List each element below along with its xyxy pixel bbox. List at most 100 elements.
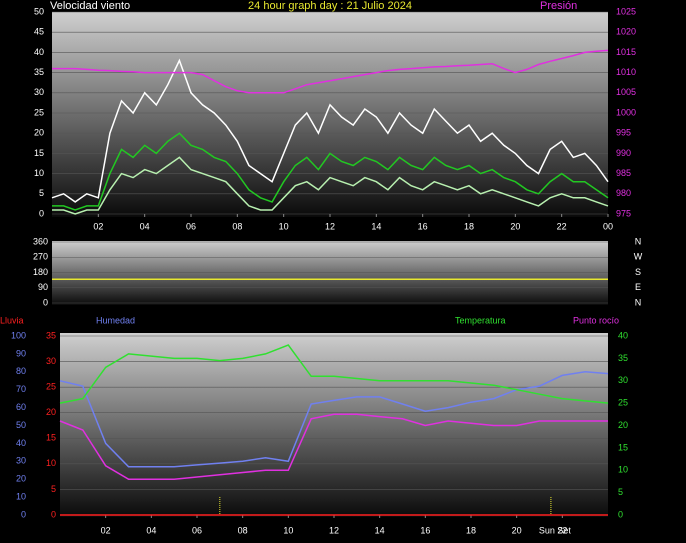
y3-tick-label: 70 bbox=[16, 384, 26, 394]
x-tick-label: 16 bbox=[420, 525, 430, 535]
y-tick-label: 20 bbox=[34, 128, 44, 138]
y-tick-label: 0 bbox=[39, 208, 44, 218]
y3-tick-label: 40 bbox=[16, 438, 26, 448]
series-line bbox=[59, 344, 609, 404]
x-tick-label: 14 bbox=[371, 221, 381, 231]
y-tick-label: 35 bbox=[46, 330, 56, 340]
y2-tick-label: 980 bbox=[616, 188, 631, 198]
y-tick-label: 20 bbox=[46, 407, 56, 417]
y2-tick-label: 1000 bbox=[616, 107, 636, 117]
y2-tick-label: 1020 bbox=[616, 27, 636, 37]
y2-tick-label: N bbox=[635, 236, 642, 246]
series-line bbox=[59, 413, 608, 480]
y2-tick-label: 0 bbox=[618, 509, 623, 519]
x-tick-label: 20 bbox=[510, 221, 520, 231]
y2-tick-label: 30 bbox=[618, 375, 628, 385]
x-tick-label: 04 bbox=[140, 221, 150, 231]
axis-label: Presión bbox=[540, 0, 577, 12]
y3-tick-label: 10 bbox=[16, 491, 26, 501]
y-tick-label: 270 bbox=[33, 252, 48, 262]
y-tick-label: 25 bbox=[34, 107, 44, 117]
series-line bbox=[52, 132, 609, 211]
x-tick-label: 00 bbox=[603, 221, 613, 231]
y2-tick-label: 20 bbox=[618, 420, 628, 430]
x-tick-label: 02 bbox=[101, 525, 111, 535]
axis-label: Velocidad viento bbox=[50, 0, 130, 12]
y-tick-label: 25 bbox=[46, 382, 56, 392]
x-tick-label: 20 bbox=[512, 525, 522, 535]
y2-tick-label: W bbox=[634, 252, 643, 262]
x-tick-label: 08 bbox=[238, 525, 248, 535]
y2-tick-label: 995 bbox=[616, 128, 631, 138]
plot-background bbox=[52, 12, 608, 217]
y2-tick-label: 1025 bbox=[616, 6, 636, 16]
y-tick-label: 40 bbox=[34, 47, 44, 57]
y-tick-label: 5 bbox=[51, 484, 56, 494]
y-tick-label: 35 bbox=[34, 67, 44, 77]
y-tick-label: 0 bbox=[43, 297, 48, 307]
x-tick-label: 16 bbox=[418, 221, 428, 231]
y-tick-label: 30 bbox=[34, 87, 44, 97]
y2-tick-label: 1005 bbox=[616, 87, 636, 97]
legend-entry: Temperatura bbox=[455, 315, 506, 325]
legend-entry: Punto rocío bbox=[573, 315, 619, 325]
y2-tick-label: 25 bbox=[618, 398, 628, 408]
series-line bbox=[52, 49, 609, 94]
y3-tick-label: 60 bbox=[16, 402, 26, 412]
series-line bbox=[51, 58, 609, 203]
y2-tick-label: 1010 bbox=[616, 67, 636, 77]
legend-entry: Humedad bbox=[96, 315, 135, 325]
y-tick-label: 15 bbox=[46, 433, 56, 443]
x-tick-label: 18 bbox=[464, 221, 474, 231]
y-tick-label: 10 bbox=[34, 168, 44, 178]
y-tick-label: 30 bbox=[46, 356, 56, 366]
y2-tick-label: 985 bbox=[616, 168, 631, 178]
x-tick-label: 02 bbox=[93, 221, 103, 231]
y3-tick-label: 100 bbox=[11, 330, 26, 340]
y3-tick-label: 50 bbox=[16, 420, 26, 430]
y3-tick-label: 90 bbox=[16, 348, 26, 358]
x-tick-label: 04 bbox=[146, 525, 156, 535]
x-tick-label: 08 bbox=[232, 221, 242, 231]
y2-tick-label: 990 bbox=[616, 148, 631, 158]
legend-entry: Lluvia bbox=[0, 315, 24, 325]
y-tick-label: 45 bbox=[34, 27, 44, 37]
plot-background bbox=[52, 241, 608, 305]
y2-tick-label: 40 bbox=[618, 330, 628, 340]
x-tick-label: 14 bbox=[375, 525, 385, 535]
annotation: Sun Set bbox=[539, 525, 572, 535]
y3-tick-label: 0 bbox=[21, 509, 26, 519]
y-tick-label: 5 bbox=[39, 188, 44, 198]
y2-tick-label: 975 bbox=[616, 208, 631, 218]
y-tick-label: 90 bbox=[38, 282, 48, 292]
y-tick-label: 180 bbox=[33, 267, 48, 277]
x-tick-label: 10 bbox=[279, 221, 289, 231]
y-tick-label: 15 bbox=[34, 148, 44, 158]
x-tick-label: 06 bbox=[186, 221, 196, 231]
chart-title: 24 hour graph day : 21 Julio 2024 bbox=[248, 0, 412, 12]
y3-tick-label: 80 bbox=[16, 366, 26, 376]
y2-tick-label: 15 bbox=[618, 442, 628, 452]
x-tick-label: 22 bbox=[557, 525, 567, 535]
x-tick-label: 10 bbox=[283, 525, 293, 535]
x-tick-label: 06 bbox=[192, 525, 202, 535]
y2-tick-label: N bbox=[635, 297, 642, 307]
x-tick-label: 12 bbox=[329, 525, 339, 535]
y2-tick-label: 10 bbox=[618, 465, 628, 475]
series-line bbox=[52, 156, 609, 215]
y-tick-label: 360 bbox=[33, 236, 48, 246]
y2-tick-label: 35 bbox=[618, 353, 628, 363]
y3-tick-label: 20 bbox=[16, 474, 26, 484]
y3-tick-label: 30 bbox=[16, 456, 26, 466]
y2-tick-label: 1015 bbox=[616, 47, 636, 57]
y-tick-label: 50 bbox=[34, 6, 44, 16]
y-tick-label: 0 bbox=[51, 509, 56, 519]
x-tick-label: 12 bbox=[325, 221, 335, 231]
y-tick-label: 10 bbox=[46, 458, 56, 468]
x-tick-label: 22 bbox=[557, 221, 567, 231]
y2-tick-label: E bbox=[635, 282, 641, 292]
x-tick-label: 18 bbox=[466, 525, 476, 535]
y2-tick-label: S bbox=[635, 267, 641, 277]
y2-tick-label: 5 bbox=[618, 487, 623, 497]
